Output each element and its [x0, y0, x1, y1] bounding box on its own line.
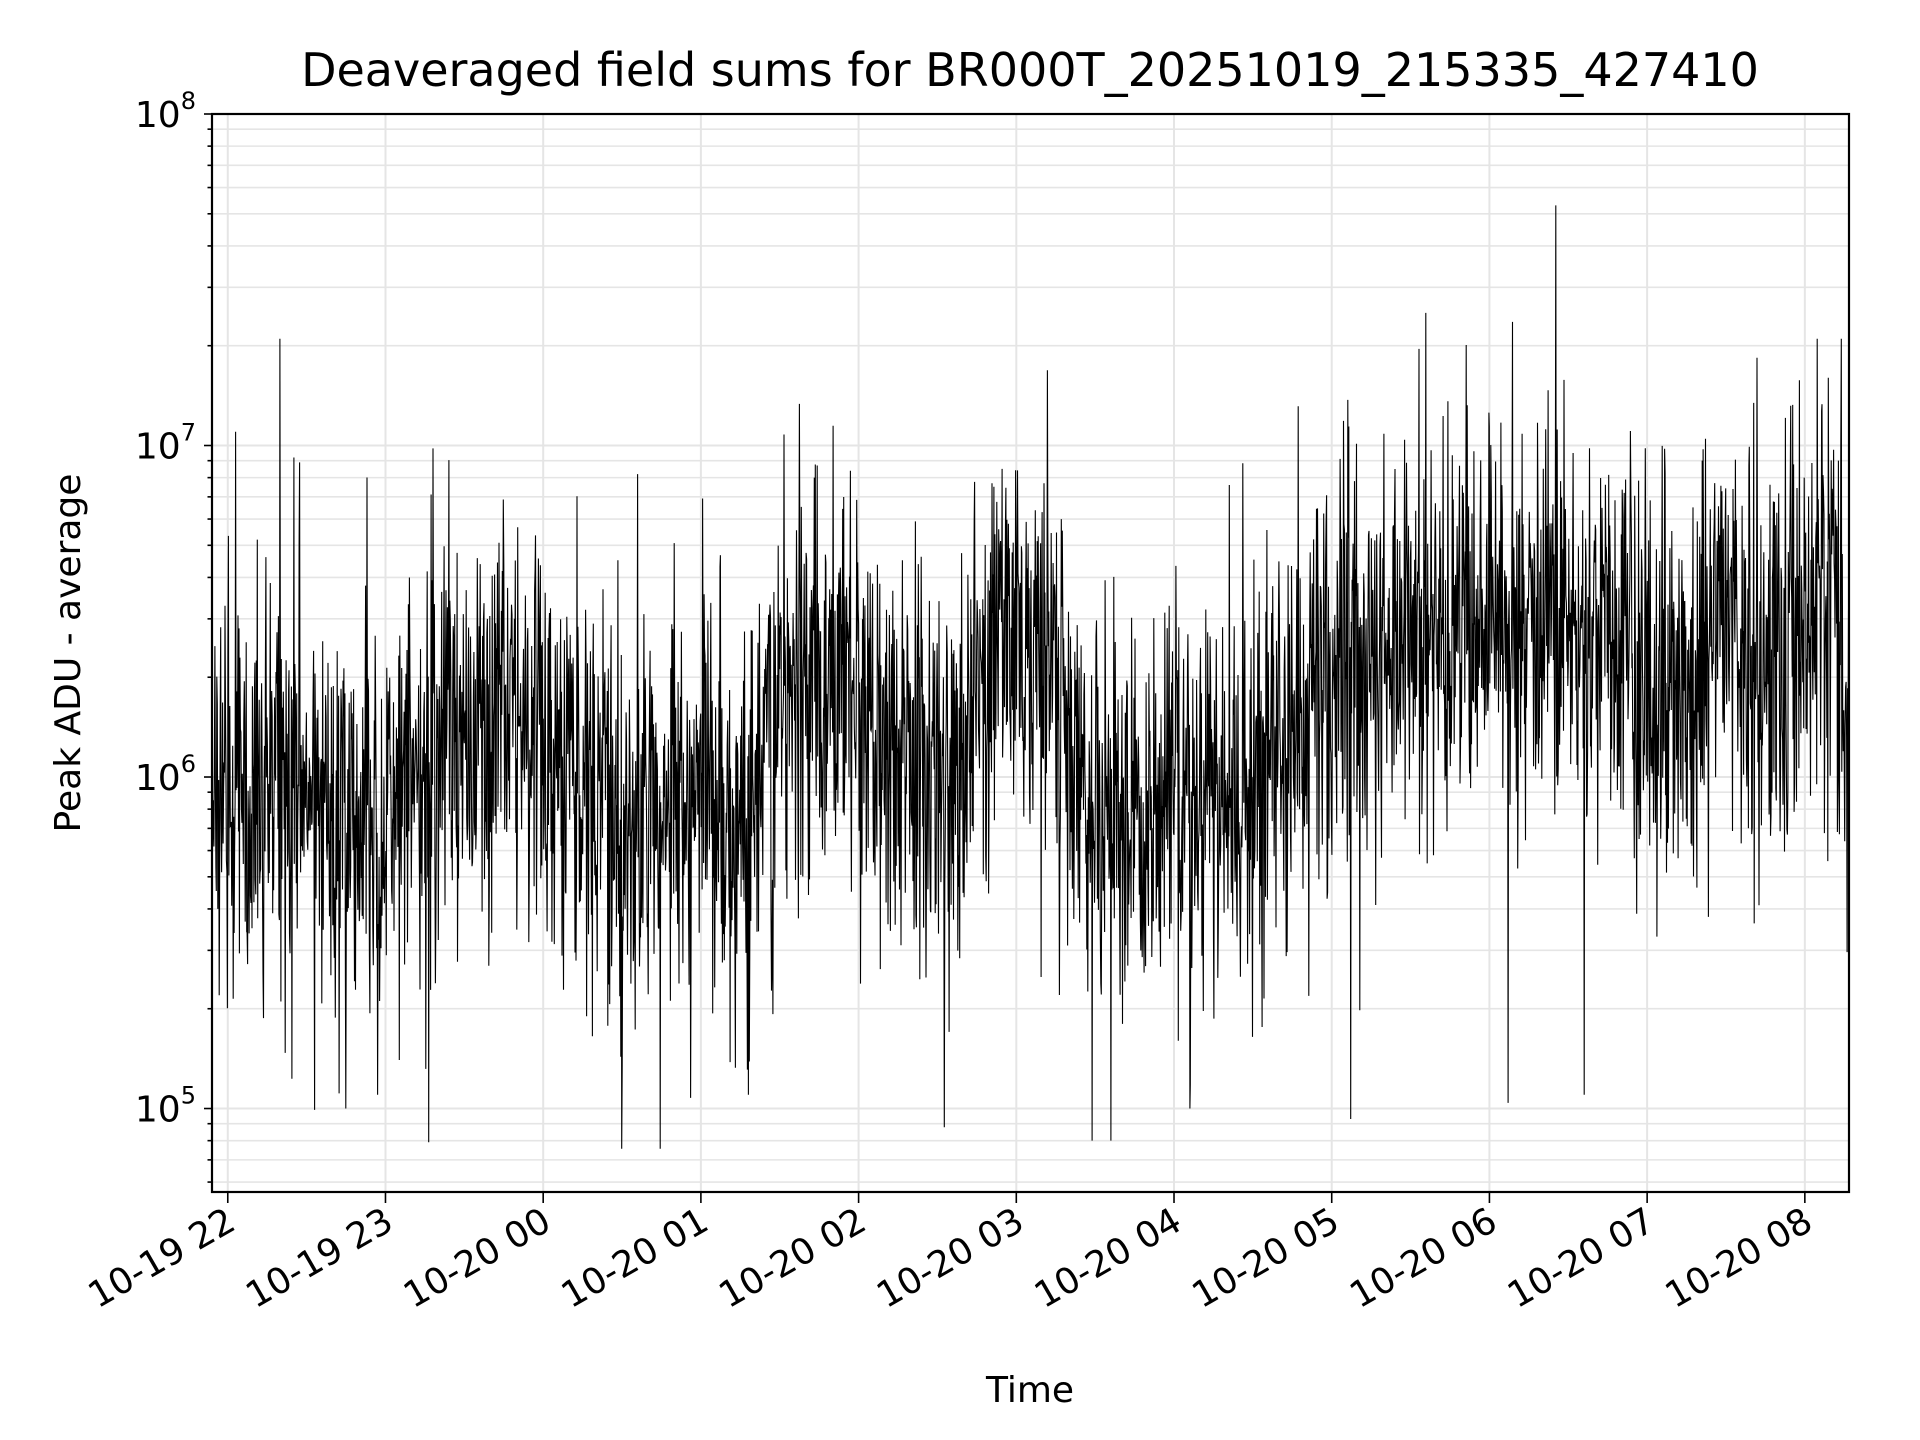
y-axis-label: Peak ADU - average	[48, 474, 89, 833]
y-tick-label: 105	[135, 1082, 196, 1131]
y-tick-label: 108	[135, 87, 196, 136]
y-tick-label: 107	[135, 419, 196, 468]
y-tick-label: 106	[135, 750, 196, 799]
series-layer	[211, 205, 1850, 1149]
plot-frame	[210, 112, 1851, 1194]
chart-title: Deaveraged field sums for BR000T_2025101…	[301, 43, 1759, 97]
x-axis-label: Time	[985, 1370, 1074, 1411]
series-line	[211, 205, 1850, 1149]
y-axis: 105 106 107 108	[135, 87, 212, 1183]
